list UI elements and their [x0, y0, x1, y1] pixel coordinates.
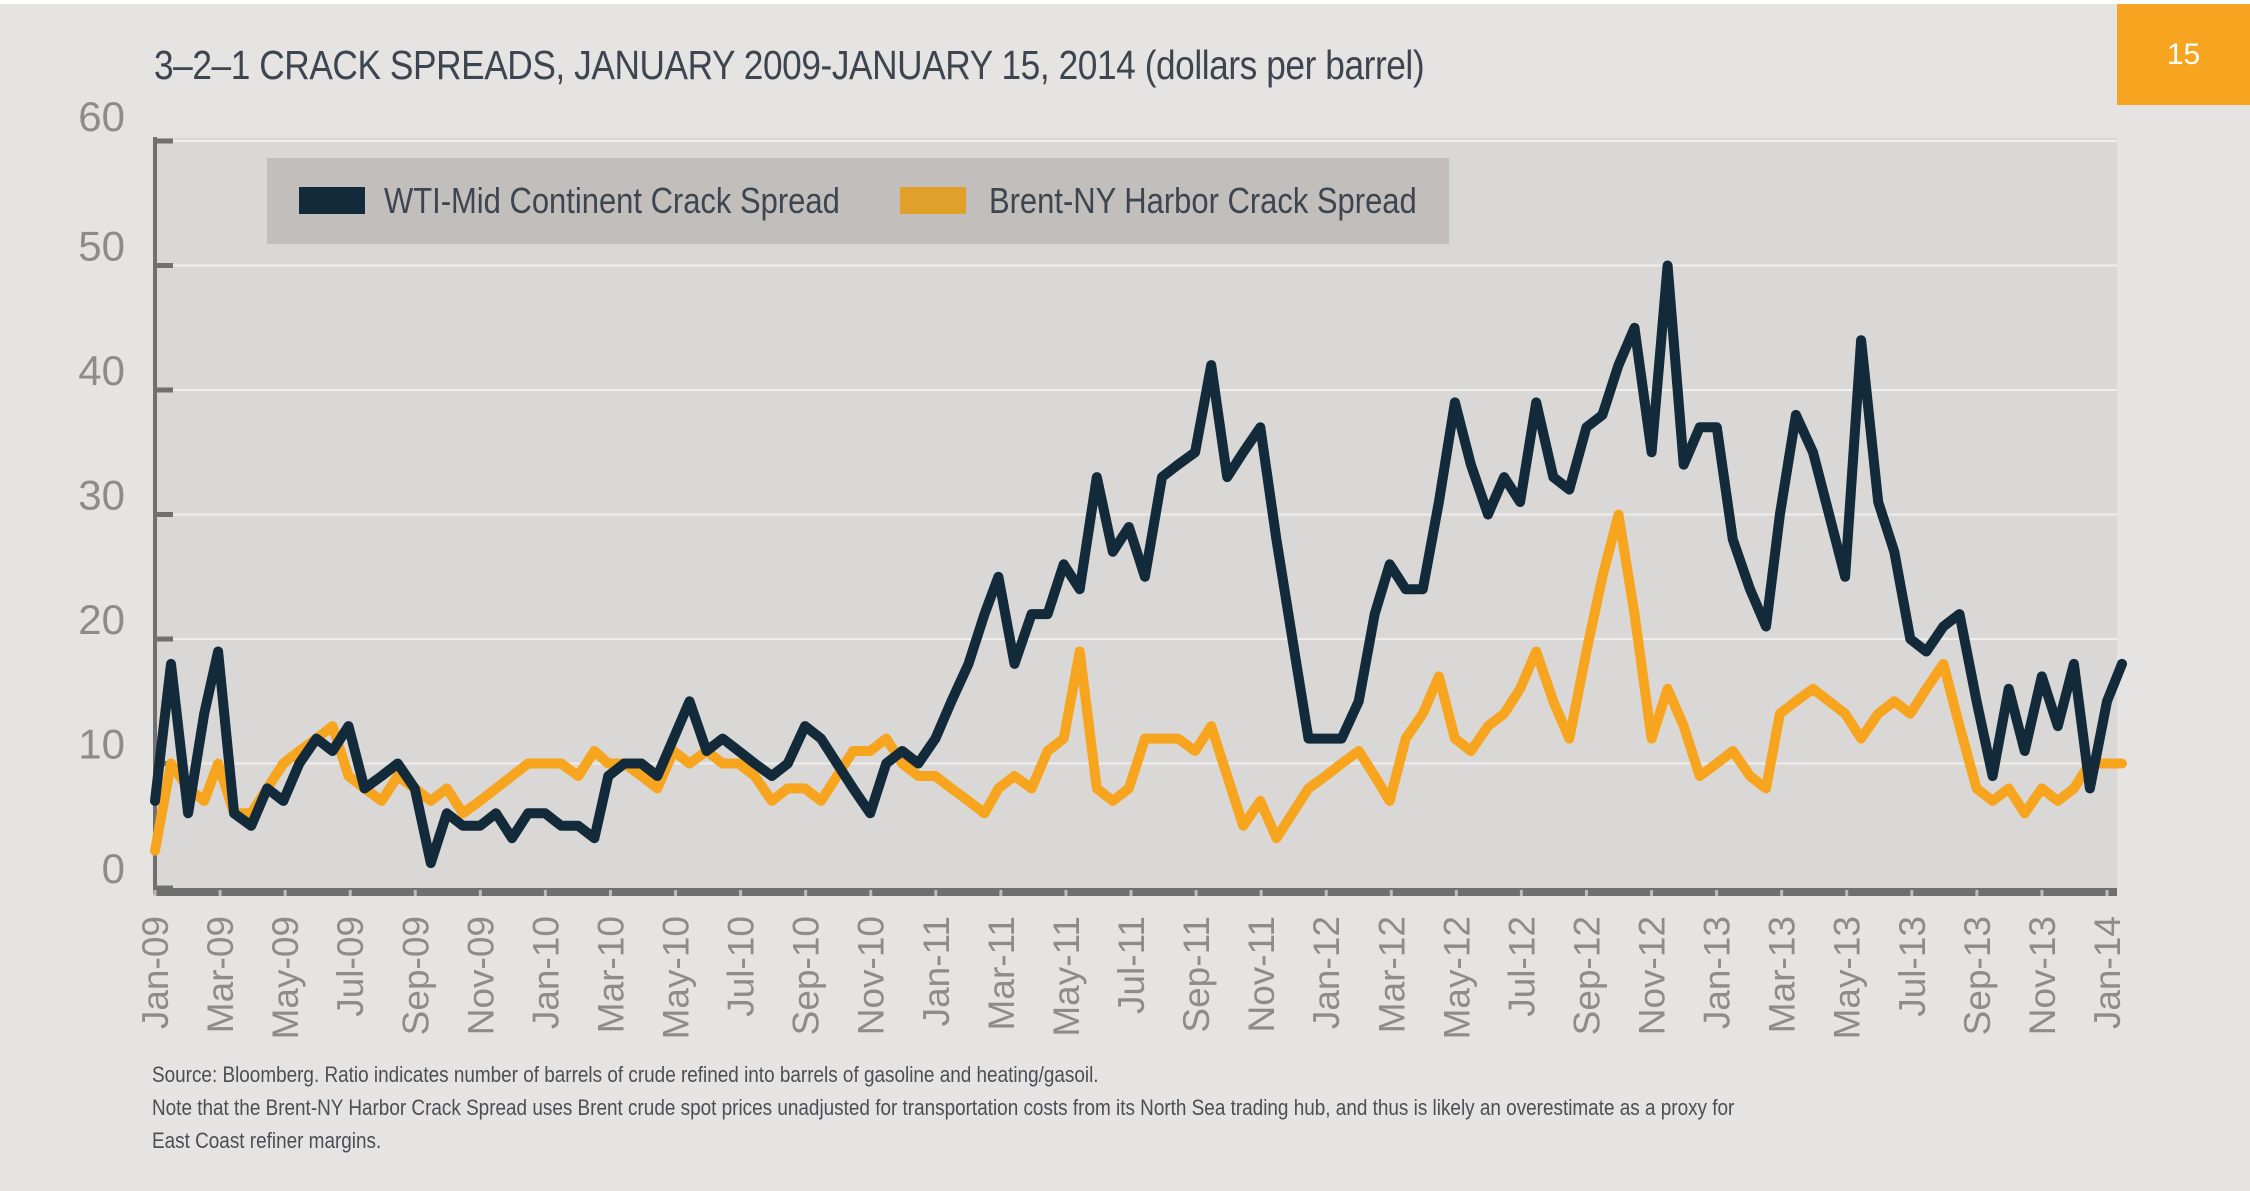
chart-title-main: 3–2–1 CRACK SPREADS, JANUARY 2009-JANUAR…: [154, 42, 1136, 88]
x-tick-label: Mar-09: [200, 916, 241, 1033]
x-tick-label: Mar-12: [1371, 916, 1412, 1033]
x-tick-label: Mar-11: [981, 916, 1022, 1030]
x-tick-label: Jan-14: [2087, 916, 2128, 1029]
x-tick-label: Nov-13: [2022, 916, 2063, 1035]
page-number-badge: 15: [2117, 4, 2250, 105]
y-tick-label: 10: [78, 721, 125, 768]
legend-box: [267, 158, 1449, 244]
series-line-brent: [150, 509, 2127, 856]
x-tick-label: Nov-09: [460, 916, 501, 1035]
x-tick-label: Jan-13: [1697, 916, 1738, 1029]
x-tick-label: Jul-11: [1111, 916, 1152, 1014]
x-tick-label: Jan-11: [916, 916, 957, 1026]
x-tick-label: Jan-09: [135, 916, 176, 1029]
series-line-wti: [150, 260, 2127, 869]
series-lines: [150, 260, 2127, 869]
x-tick-label: Sep-12: [1566, 916, 1607, 1035]
x-tick-label: Jan-10: [525, 916, 566, 1029]
x-tick-label: May-09: [265, 916, 306, 1039]
chart-title-unit: (dollars per barrel): [1144, 42, 1425, 88]
gridlines: [155, 140, 2117, 765]
chart-title: 3–2–1 CRACK SPREADS, JANUARY 2009-JANUAR…: [154, 42, 1425, 89]
footnote-source: Source: Bloomberg. Ratio indicates numbe…: [152, 1062, 1099, 1087]
x-tick-label: Sep-11: [1176, 916, 1217, 1033]
x-tick-label: May-10: [656, 916, 697, 1039]
x-axis: Jan-09 Mar-09 May-09 Jul-09 Sep-09 Nov-09 Jan-…: [135, 888, 2128, 1039]
y-axis: 0 10 20 30 40 50 60: [78, 93, 173, 894]
x-tick-label: Jul-13: [1892, 916, 1933, 1017]
x-tick-label: Nov-10: [851, 916, 892, 1035]
x-tick-label: May-11: [1046, 916, 1087, 1037]
x-tick-label: May-12: [1436, 916, 1477, 1039]
top-strip: [0, 0, 2250, 4]
y-tick-label: 20: [78, 596, 125, 643]
x-tick-label: Sep-13: [1957, 916, 1998, 1035]
legend: WTI-Mid Continent Crack Spread Brent-NY …: [267, 158, 1449, 244]
x-tick-label: Jul-10: [721, 916, 762, 1017]
legend-label-wti: WTI-Mid Continent Crack Spread: [384, 182, 840, 222]
x-tick-label: Sep-10: [786, 916, 827, 1035]
x-tick-label: Mar-10: [590, 916, 631, 1033]
footnote-note: Note that the Brent-NY Harbor Crack Spre…: [152, 1095, 1735, 1120]
legend-label-brent: Brent-NY Harbor Crack Spread: [989, 182, 1417, 222]
y-tick-label: 0: [102, 845, 125, 892]
x-tick-label: Sep-09: [395, 916, 436, 1035]
y-tick-label: 50: [78, 223, 125, 270]
x-tick-label: Mar-13: [1762, 916, 1803, 1033]
footnote-note-cont: East Coast refiner margins.: [152, 1128, 382, 1153]
y-tick-label: 40: [78, 347, 125, 394]
y-tick-label: 60: [78, 93, 125, 140]
x-tick-label: Jul-12: [1501, 916, 1542, 1017]
legend-swatch-brent: [900, 187, 966, 214]
x-tick-label: Nov-11: [1241, 916, 1282, 1033]
y-tick-label: 30: [78, 472, 125, 519]
x-tick-label: Jan-12: [1306, 916, 1347, 1029]
x-tick-label: Nov-12: [1632, 916, 1673, 1035]
legend-swatch-wti: [299, 187, 365, 214]
x-tick-label: May-13: [1827, 916, 1868, 1039]
x-tick-label: Jul-09: [330, 916, 371, 1017]
